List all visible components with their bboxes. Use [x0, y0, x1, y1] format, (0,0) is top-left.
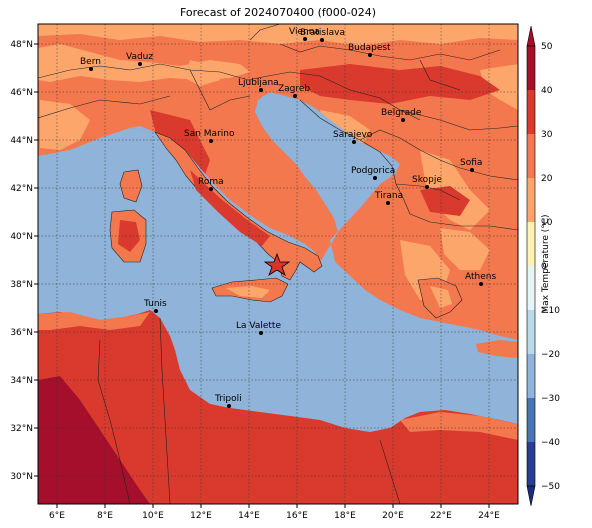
city-label: Belgrade — [381, 108, 422, 118]
lat-tick: 38°N — [10, 280, 33, 290]
lon-tick: 14°E — [238, 511, 260, 521]
city-label: San Marino — [184, 129, 235, 139]
lat-tick: 42°N — [10, 184, 33, 194]
lat-tick: 48°N — [10, 40, 33, 50]
city-label: Tirana — [374, 191, 403, 201]
lat-tick: 32°N — [10, 424, 33, 434]
corsica — [119, 169, 143, 203]
colorbar-tick: −20 — [541, 350, 560, 360]
city-label: Ljubljana — [238, 78, 279, 88]
city-label: Tripoli — [214, 394, 242, 404]
colorbar — [526, 25, 536, 507]
lon-tick: 18°E — [334, 511, 356, 521]
city-label: Budapest — [348, 43, 391, 53]
city-label: Bratislava — [300, 28, 345, 38]
colorbar-tick: −40 — [541, 438, 560, 448]
city-label: Vaduz — [126, 52, 153, 62]
city-label: Skopje — [412, 175, 442, 185]
colorbar-tick: −10 — [541, 306, 560, 316]
lat-tick: 34°N — [10, 376, 33, 386]
lon-tick: 6°E — [49, 511, 65, 521]
colorbar-tick: 40 — [541, 86, 553, 96]
gridlines — [38, 24, 518, 504]
country-borders — [38, 24, 518, 504]
colorbar-tick: 30 — [541, 130, 553, 140]
city-label: La Valette — [236, 321, 281, 331]
colorbar-label: Max Temperature (°C) — [541, 214, 551, 314]
lon-tick: 22°E — [430, 511, 452, 521]
city-label: Podgorica — [351, 166, 395, 176]
lat-tick-labels: 48°N 46°N 44°N 42°N 40°N 38°N 36°N 34°N … — [10, 40, 38, 482]
lat-tick: 36°N — [10, 328, 33, 338]
lat-tick: 30°N — [10, 472, 33, 482]
city-markers: Bern Vaduz Vienna Bratislava Budapest Lj… — [80, 27, 496, 408]
lon-tick: 16°E — [286, 511, 308, 521]
colorbar-tick: 20 — [541, 174, 553, 184]
lon-tick: 8°E — [97, 511, 113, 521]
map-frame — [37, 23, 519, 505]
colorbar-ticks: 50 40 30 20 10 0 −10 −20 −30 −40 −50 — [541, 42, 560, 492]
lon-tick-labels: 6°E 8°E 10°E 12°E 14°E 16°E 18°E 20°E 22… — [49, 504, 500, 521]
map-title: Forecast of 2024070400 (f000-024) — [179, 6, 377, 19]
lon-tick: 20°E — [382, 511, 404, 521]
city-label: Zagreb — [278, 84, 310, 94]
city-label: Sarajevo — [333, 130, 373, 140]
colorbar-tick: −50 — [541, 482, 560, 492]
colorbar-tick: 50 — [541, 42, 553, 52]
lon-tick: 24°E — [478, 511, 500, 521]
city-label: Tunis — [143, 299, 167, 309]
lon-tick: 10°E — [142, 511, 164, 521]
lon-tick: 12°E — [190, 511, 212, 521]
city-label: Vienna — [289, 27, 320, 37]
colorbar-tick: 10 — [541, 218, 553, 228]
colorbar-tick: 0 — [541, 262, 547, 272]
city-label: Athens — [465, 272, 496, 282]
colorbar-tick: −30 — [541, 394, 560, 404]
city-label: Bern — [80, 57, 101, 67]
north-africa — [38, 310, 518, 504]
city-label: Sofia — [460, 158, 482, 168]
lat-tick: 40°N — [10, 232, 33, 242]
city-label: Roma — [198, 177, 224, 187]
map-field: Bern Vaduz Vienna Bratislava Budapest Lj… — [38, 24, 518, 504]
location-star-icon — [263, 252, 291, 276]
lat-tick: 46°N — [10, 88, 33, 98]
lat-tick: 44°N — [10, 136, 33, 146]
